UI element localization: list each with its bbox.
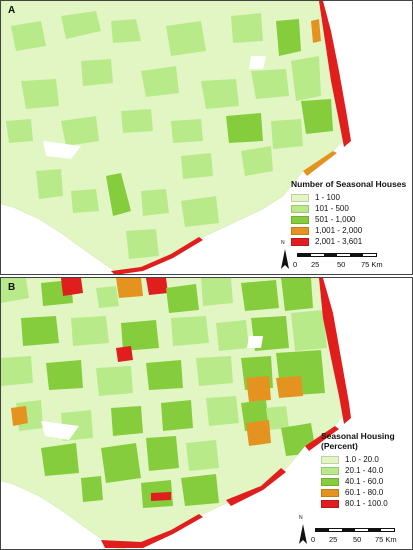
scale-label: 50 [353,535,362,544]
scale-label: 25 [311,260,320,269]
scale-label: 75 Km [361,260,383,269]
scale-label: 50 [337,260,346,269]
wilmington-coast-b [226,468,286,506]
panel-b-label: B [8,282,16,293]
map-panel-a: A Number of Seasonal Houses 1 - 100 101 … [0,0,413,275]
legend-a-item: 101 - 500 [291,203,406,214]
legend-b-label: 60.1 - 80.0 [345,488,384,497]
legend-b-swatch [321,477,339,486]
legend-b-swatch [321,499,339,508]
sound-a [43,141,81,159]
north-arrow-icon [281,249,289,269]
legend-a-swatch [291,193,309,202]
legend-a-label: 2,001 - 3,601 [315,237,363,246]
north-arrow-b: N [297,515,309,546]
legend-a-item: 2,001 - 3,601 [291,236,406,247]
legend-a-label: 1,001 - 2,000 [315,226,363,235]
legend-a-swatch [291,237,309,246]
legend-b-item: 80.1 - 100.0 [321,498,409,509]
lake-a [249,56,266,69]
scale-label: 25 [329,535,338,544]
legend-b-item: 20.1 - 40.0 [321,465,409,476]
barrier-island-north-a [319,1,351,147]
north-label-b: N [299,515,303,521]
panel-a-label: A [8,5,16,16]
map-panel-b: B Seasonal Housing (Percent) 1.0 - 20.0 … [0,277,413,550]
legend-b-item: 40.1 - 60.0 [321,476,409,487]
legend-a: Number of Seasonal Houses 1 - 100 101 - … [291,179,406,247]
map-a [1,1,351,274]
legend-a-item: 501 - 1,000 [291,214,406,225]
north-arrow-a: N [279,240,291,271]
legend-b: Seasonal Housing (Percent) 1.0 - 20.0 20… [321,431,409,509]
legend-b-label: 20.1 - 40.0 [345,466,384,475]
map-b [1,278,351,549]
scale-a: N 0 25 50 75 Km [279,240,409,273]
scale-labels-b: 0 25 50 75 Km [311,535,411,545]
legend-a-title: Number of Seasonal Houses [291,179,407,189]
legend-a-label: 501 - 1,000 [315,215,356,224]
north-arrow-icon [299,524,307,544]
legend-b-label: 1.0 - 20.0 [345,455,379,464]
barrier-island-north-b [319,278,351,424]
legend-b-swatch [321,488,339,497]
counties-a [6,11,333,259]
inland-red-b [151,492,171,501]
scale-labels-a: 0 25 50 75 Km [293,260,403,270]
scale-label: 75 Km [375,535,397,544]
north-label-a: N [281,240,285,246]
scale-b: N 0 25 50 75 Km [297,515,412,548]
legend-a-label: 101 - 500 [315,204,349,213]
legend-a-label: 1 - 100 [315,193,340,202]
counties-b [1,278,327,508]
cape-lookout-b [305,426,339,451]
scale-bar-a [297,253,377,257]
legend-a-swatch [291,226,309,235]
legend-b-label: 80.1 - 100.0 [345,499,388,508]
cape-lookout-a [303,151,337,176]
legend-a-item: 1 - 100 [291,192,406,203]
legend-b-label: 40.1 - 60.0 [345,477,384,486]
legend-a-swatch [291,204,309,213]
scale-bar-b [315,528,395,532]
lake-b [247,336,263,348]
southern-coast-b [101,514,203,548]
scale-label: 0 [293,260,298,269]
legend-b-item: 1.0 - 20.0 [321,454,409,465]
legend-a-item: 1,001 - 2,000 [291,225,406,236]
legend-b-item: 60.1 - 80.0 [321,487,409,498]
legend-b-swatch [321,466,339,475]
sound-b [41,421,79,440]
legend-b-title: Seasonal Housing (Percent) [321,431,395,451]
scale-label: 0 [311,535,316,544]
southern-coast-a [111,237,203,274]
legend-a-swatch [291,215,309,224]
legend-b-swatch [321,455,339,464]
